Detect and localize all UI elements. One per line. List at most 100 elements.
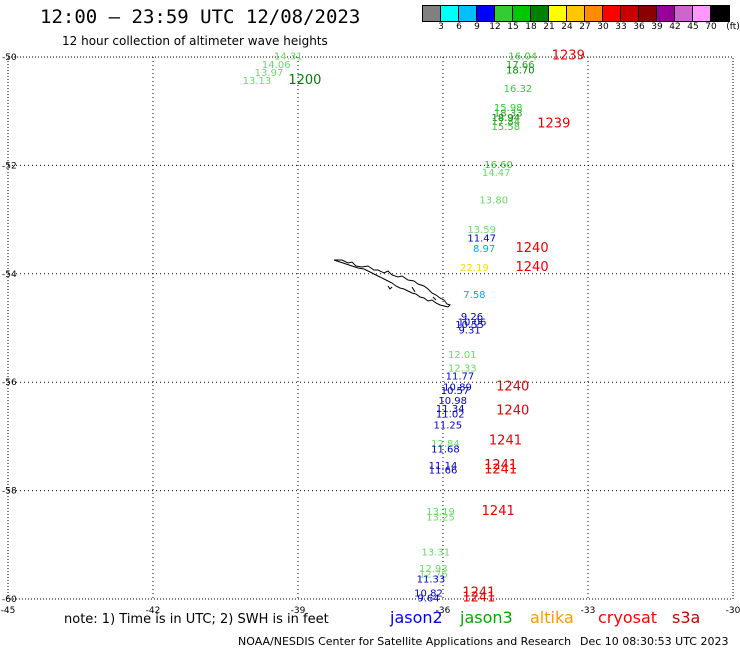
- color-scale-tick: (ft): [726, 22, 740, 32]
- color-swatch: [513, 6, 531, 21]
- pass-time-label: 1240: [496, 404, 529, 419]
- wave-height-value: 12.93: [419, 564, 448, 575]
- footer-timestamp: Dec 10 08:30:53 UTC 2023: [580, 635, 729, 648]
- wave-height-value: 10.89: [443, 382, 472, 393]
- satellite-legend-altika: altika: [530, 608, 574, 627]
- wave-height-value: 17.84: [492, 117, 521, 128]
- wave-height-value: 9.64: [417, 594, 439, 605]
- pass-time-label: 1239: [552, 49, 585, 64]
- latitude-tick-label: -56: [2, 378, 17, 388]
- color-scale-bar: [422, 5, 730, 22]
- color-scale-tick: 15: [507, 22, 519, 32]
- map-grid: -45 -42 -39 -36 -33 -30 -50 -52 -54 -56 -58 -60: [1, 53, 740, 616]
- pass-time-label: 1241: [489, 434, 522, 449]
- island-outline-detail: [387, 285, 437, 301]
- color-scale-tick: 30: [597, 22, 609, 32]
- longitude-tick-label: -33: [581, 606, 596, 616]
- color-swatch: [567, 6, 585, 21]
- longitude-tick-label: -30: [726, 606, 740, 616]
- wave-height-value: 18.70: [506, 65, 535, 76]
- longitude-tick-label: -45: [1, 606, 16, 616]
- wave-height-value: 12.01: [448, 350, 477, 361]
- color-swatch: [711, 6, 729, 21]
- wave-height-value: 11.33: [417, 575, 446, 586]
- color-scale-tick: 21: [543, 22, 555, 32]
- wave-height-value: 10.55: [455, 320, 484, 331]
- color-swatch: [585, 6, 603, 21]
- wave-height-value: 13.25: [426, 512, 455, 523]
- wave-height-value: 14.47: [482, 168, 511, 179]
- color-scale-tick: 33: [615, 22, 627, 32]
- color-swatch: [531, 6, 549, 21]
- pass-time-label: 1241: [484, 458, 517, 473]
- wave-height-value: 16.32: [504, 84, 533, 95]
- pass-time-label: 1240: [516, 260, 549, 275]
- wave-height-value: 18.94: [492, 113, 521, 124]
- satellite-legend-jason3: jason3: [460, 608, 513, 627]
- wave-height-value: 10.57: [441, 386, 470, 397]
- color-scale-tick: 6: [456, 22, 462, 32]
- color-swatch: [639, 6, 657, 21]
- color-scale-tick: 3: [438, 22, 444, 32]
- wave-height-value: 12.84: [431, 439, 460, 450]
- wave-height-value: 14.06: [262, 60, 291, 71]
- wave-height-value: 13.97: [255, 68, 284, 79]
- wave-height-value: 13.13: [243, 76, 272, 87]
- wave-height-value: 16.60: [484, 160, 513, 171]
- longitude-tick-label: -42: [146, 606, 161, 616]
- map-frame: [7, 56, 734, 600]
- color-swatch: [603, 6, 621, 21]
- pass-time-label: 1241: [462, 585, 495, 600]
- color-scale-tick: 18: [525, 22, 537, 32]
- color-scale-tick: 70: [705, 22, 717, 32]
- wave-height-value: 10.82: [414, 588, 443, 599]
- color-swatch: [621, 6, 639, 21]
- wave-height-value: 11.68: [431, 445, 460, 456]
- wave-height-value: 7.58: [463, 290, 485, 301]
- wave-height-value: 17.66: [506, 60, 535, 71]
- latitude-tick-label: -50: [2, 53, 17, 63]
- wave-height-value: 13.19: [426, 507, 455, 518]
- color-swatch: [441, 6, 459, 21]
- color-swatch: [693, 6, 711, 21]
- color-scale-ticks: 3 6 9 12 15 18 21 24 27 30 33 36 39 42 45 70 (ft): [422, 22, 740, 34]
- wave-height-value: 11.14: [429, 461, 458, 472]
- wave-height-value: 9.26: [461, 312, 483, 323]
- color-scale-tick: 36: [633, 22, 645, 32]
- wave-height-value: 11.34: [436, 404, 465, 415]
- wave-height-value: 22.19: [460, 263, 489, 274]
- color-scale-tick: 27: [579, 22, 591, 32]
- wave-height-value: 11.66: [429, 465, 458, 476]
- wave-height-value: 11.77: [446, 371, 475, 382]
- pass-time-label: 1239: [537, 116, 570, 131]
- wave-height-value: 15.58: [492, 122, 521, 133]
- satellite-legend-jason2: jason2: [390, 608, 443, 627]
- longitude-tick-label: -36: [436, 606, 451, 616]
- wave-height-value: 13.31: [421, 548, 450, 559]
- page-subtitle: 12 hour collection of altimeter wave hei…: [62, 34, 328, 48]
- color-scale-tick: 42: [669, 22, 681, 32]
- wave-height-value: 10.98: [438, 396, 467, 407]
- wave-height-value: 9.31: [458, 325, 480, 336]
- wave-height-value: 16.04: [508, 52, 537, 63]
- color-scale-tick: 9: [474, 22, 480, 32]
- wave-height-value: 8.97: [473, 244, 495, 255]
- color-scale-tick: 45: [687, 22, 699, 32]
- pass-time-label: 1240: [496, 379, 529, 394]
- south-georgia-coastline: [333, 259, 451, 308]
- pass-time-label: 1241: [462, 591, 495, 606]
- footer-credit: NOAA/NESDIS Center for Satellite Applica…: [238, 635, 572, 648]
- island-outline: [333, 259, 451, 308]
- wave-height-value: 13.80: [479, 195, 508, 206]
- pass-time-label: 1241: [484, 462, 517, 477]
- color-swatch: [423, 6, 441, 21]
- wave-height-value: 14.31: [274, 52, 303, 63]
- page-title: 12:00 – 23:59 UTC 12/08/2023: [40, 6, 361, 28]
- longitude-tick-label: -39: [291, 606, 306, 616]
- satellite-legend-s3a: s3a: [672, 608, 701, 627]
- color-scale-tick: 24: [561, 22, 573, 32]
- pass-time-label: 1240: [516, 241, 549, 256]
- satellite-legend-cryosat: cryosat: [598, 608, 658, 627]
- color-scale-tick: 39: [651, 22, 663, 32]
